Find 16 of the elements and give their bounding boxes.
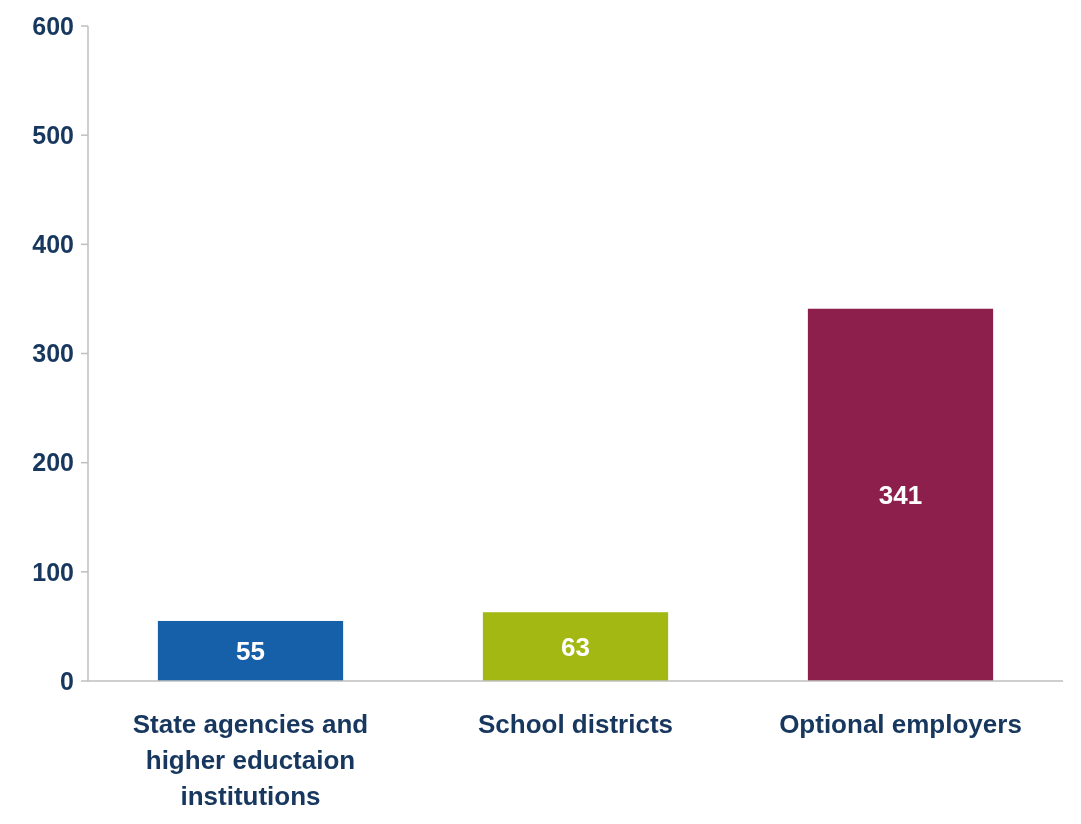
y-tick-label: 100	[32, 557, 74, 586]
y-tick-label: 200	[32, 448, 74, 477]
y-tick-label: 0	[60, 666, 74, 695]
x-tick-label: Optional employers	[779, 709, 1022, 739]
y-tick-label: 500	[32, 120, 74, 149]
bar	[482, 612, 669, 681]
x-tick-label: School districts	[477, 709, 674, 739]
data-label: 341	[878, 479, 923, 510]
y-tick-label: 300	[32, 339, 74, 368]
data-label: 63	[561, 631, 590, 662]
x-tick-label: State agencies and higher eductaion institutions	[132, 709, 369, 811]
bar	[157, 620, 344, 681]
data-label: 55	[236, 636, 265, 667]
y-tick-label: 600	[32, 11, 74, 40]
bar	[807, 308, 994, 681]
y-tick-label: 400	[32, 230, 74, 259]
